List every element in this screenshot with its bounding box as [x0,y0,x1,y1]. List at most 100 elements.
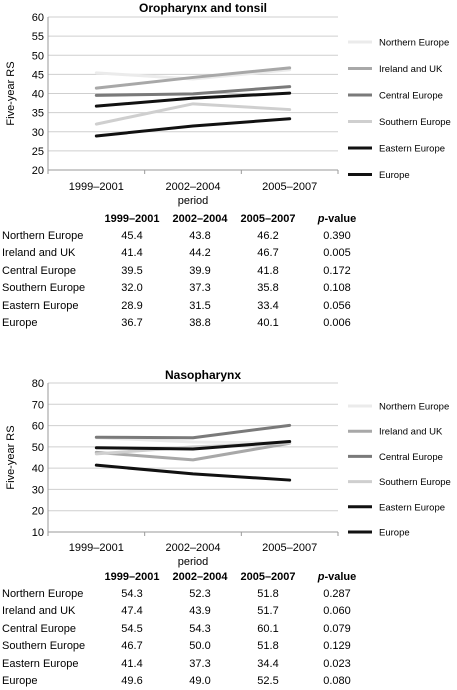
p-value: 0.079 [302,620,372,638]
p-value: 0.108 [302,280,372,298]
region-name: Europe [0,673,98,690]
y-tick-label: 45 [32,69,44,81]
rs-value: 38.8 [166,315,234,333]
x-axis-label: period [178,556,209,568]
x-tick-label: 2002–2004 [165,181,220,193]
series-line-eastern-europe [96,119,289,136]
rs-value: 49.6 [98,673,166,690]
legend-label: Central Europe [379,91,443,102]
rs-value: 32.0 [98,280,166,298]
rs-value: 33.4 [234,297,302,315]
y-tick-label: 60 [32,421,44,433]
legend-label: Ireland and UK [379,64,443,75]
rs-value: 44.2 [166,245,234,263]
region-name: Southern Europe [0,280,98,298]
region-name: Eastern Europe [0,655,98,673]
x-tick-label: 1999–2001 [69,542,124,554]
y-tick-label: 35 [32,108,44,120]
legend-label: Europe [379,170,410,181]
region-name: Central Europe [0,620,98,638]
x-axis-label: period [178,195,209,207]
rs-value: 46.7 [234,245,302,263]
y-tick-label: 55 [32,31,44,43]
rs-value: 34.4 [234,655,302,673]
rs-value: 41.8 [234,262,302,280]
x-tick-label: 2005–2007 [262,181,317,193]
y-tick-label: 10 [32,527,44,539]
rs-value: 54.5 [98,620,166,638]
series-line-central-europe [96,425,289,437]
x-tick-label: 1999–2001 [69,181,124,193]
legend-label: Southern Europe [379,117,451,128]
y-tick-label: 20 [32,506,44,518]
period-header: 1999–2001 [98,568,166,585]
y-tick-label: 40 [32,89,44,101]
y-tick-label: 25 [32,146,44,158]
y-tick-label: 50 [32,50,44,62]
region-name: Ireland and UK [0,245,98,263]
rs-value: 50.0 [166,638,234,656]
rs-value: 52.3 [166,585,234,603]
rs-value: 47.4 [98,603,166,621]
rs-value: 35.8 [234,280,302,298]
legend-label: Northern Europe [379,38,449,49]
rs-value: 41.4 [98,245,166,263]
rs-value: 31.5 [166,297,234,315]
region-name: Eastern Europe [0,297,98,315]
series-line-eastern-europe [96,465,289,480]
rs-value: 54.3 [166,620,234,638]
rs-value: 54.3 [98,585,166,603]
x-tick-label: 2002–2004 [165,542,220,554]
y-tick-label: 20 [32,165,44,177]
y-tick-label: 80 [32,378,44,390]
y-tick-label: 30 [32,127,44,139]
y-tick-label: 40 [32,463,44,475]
region-name: Southern Europe [0,638,98,656]
table-corner [0,568,98,585]
legend-label: Ireland and UK [379,427,443,438]
region-name: Central Europe [0,262,98,280]
y-tick-label: 50 [32,442,44,454]
period-header: 2002–2004 [166,568,234,585]
p-value: 0.287 [302,585,372,603]
series-line-ireland-and-uk [96,68,289,88]
y-tick-label: 70 [32,399,44,411]
p-value: 0.023 [302,655,372,673]
p-value: 0.080 [302,673,372,690]
legend-label: Eastern Europe [379,144,445,155]
rs-value: 52.5 [234,673,302,690]
rs-value: 37.3 [166,280,234,298]
chart-title: Nasopharynx [165,368,241,382]
p-value: 0.172 [302,262,372,280]
p-value: 0.005 [302,245,372,263]
y-tick-label: 30 [32,484,44,496]
rs-value: 51.8 [234,638,302,656]
rs-value: 41.4 [98,655,166,673]
legend-label: Europe [379,528,410,539]
p-value-header: p-value [302,210,372,227]
rs-value: 43.9 [166,603,234,621]
rs-value: 28.9 [98,297,166,315]
rs-value: 45.4 [98,227,166,245]
rs-value: 40.1 [234,315,302,333]
p-value: 0.390 [302,227,372,245]
table-corner [0,210,98,227]
legend-label: Southern Europe [379,477,451,488]
legend-label: Central Europe [379,452,443,463]
p-value: 0.129 [302,638,372,656]
rs-value: 39.5 [98,262,166,280]
